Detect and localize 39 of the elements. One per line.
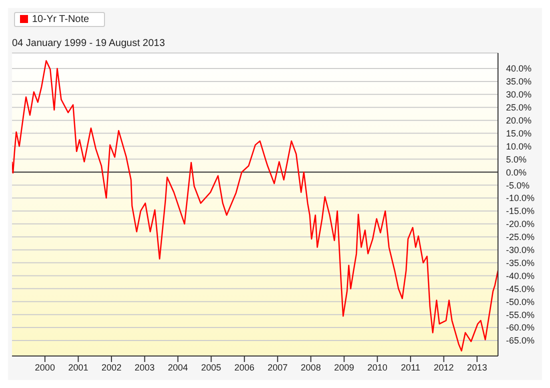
y-tick-label: -5.0% (506, 180, 530, 190)
y-tick-label: 35.0% (506, 76, 532, 87)
y-tick-label: -45.0% (506, 284, 535, 294)
y-tick-label: -55.0% (506, 310, 535, 320)
y-tick-label: 20.0% (506, 116, 532, 126)
y-tick-label: -25.0% (506, 232, 535, 242)
y-tick-label: 30.0% (506, 90, 532, 100)
y-tick-label: -65.0% (506, 336, 535, 346)
x-tick-label: 2012 (434, 362, 454, 372)
x-tick-label: 2007 (268, 362, 288, 372)
chart-subtitle: 04 January 1999 - 19 August 2013 (12, 38, 165, 49)
y-tick-label: -30.0% (506, 245, 535, 256)
y-tick-label: 25.0% (506, 102, 532, 113)
x-tick-label: 2000 (34, 362, 55, 372)
y-tick-label: 40.0% (506, 64, 532, 74)
y-tick-label: -35.0% (506, 258, 535, 268)
x-tick-label: 2005 (201, 362, 222, 372)
x-tick-label: 2011 (400, 362, 420, 372)
y-tick-label: 10.0% (506, 141, 532, 152)
x-tick-label: 2002 (101, 362, 122, 372)
x-tick-label: 2001 (68, 362, 88, 372)
x-tick-label: 2010 (367, 362, 388, 372)
line-series (12, 60, 498, 352)
x-tick-label: 2013 (467, 362, 488, 372)
y-tick-label: 15.0% (506, 128, 532, 138)
x-tick-label: 2008 (300, 362, 321, 372)
y-tick-label: 5.0% (506, 154, 527, 164)
y-tick-label: -40.0% (506, 270, 535, 281)
y-tick-label: -20.0% (506, 219, 535, 230)
x-tick-label: 2004 (168, 362, 188, 372)
x-tick-label: 2009 (334, 362, 354, 372)
x-tick-label: 2003 (134, 362, 155, 372)
legend-label: 10-Yr T-Note (32, 14, 90, 25)
y-tick-label: -50.0% (506, 296, 535, 307)
y-tick-label: -60.0% (506, 322, 535, 333)
y-tick-label: 0.0% (506, 167, 527, 178)
y-tick-label: -10.0% (506, 193, 535, 204)
x-tick-label: 2006 (234, 362, 254, 372)
y-tick-label: -15.0% (506, 206, 535, 216)
